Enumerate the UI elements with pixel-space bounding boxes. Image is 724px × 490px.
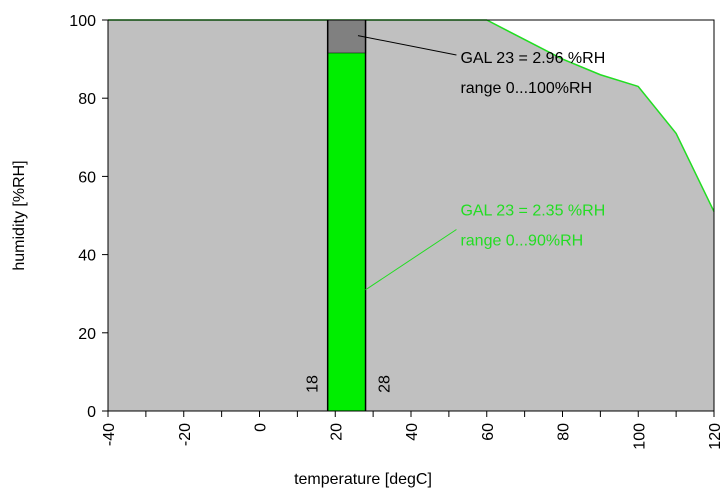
x-tick-label: -40 (101, 423, 118, 446)
annotation-text: range 0...100%RH (460, 80, 592, 97)
y-tick-label: 100 (69, 13, 96, 30)
y-tick-label: 80 (78, 91, 96, 108)
y-axis-label: humidity [%RH] (11, 160, 28, 270)
axes: 0 20 40 60 80 100 -40 -20 0 20 40 60 80 100 120 (69, 13, 724, 450)
annotation-text: range 0...90%RH (460, 233, 583, 250)
annotation-text: GAL 23 = 2.35 %RH (460, 203, 605, 220)
annotation-pointer (365, 229, 457, 291)
x-tick-label: 60 (480, 423, 497, 441)
plot-area: 18 28 (108, 19, 715, 412)
x-tick-label: 20 (328, 423, 345, 441)
humidity-area (108, 20, 714, 411)
y-tick-label: 0 (87, 404, 96, 421)
y-tick-label: 40 (78, 248, 96, 265)
bar-start-label: 18 (305, 375, 322, 393)
x-tick-label: 0 (253, 423, 270, 432)
y-tick-label: 60 (78, 169, 96, 186)
x-tick-label: 40 (404, 423, 421, 441)
bar-end-label: 28 (377, 375, 394, 393)
x-axis-label: temperature [degC] (294, 471, 432, 488)
bar-gray-segment (327, 19, 367, 54)
x-tick-label: -20 (177, 423, 194, 446)
annotation-pointer (357, 35, 457, 56)
x-tick-label: 80 (556, 423, 573, 441)
x-tick-label: 100 (631, 423, 648, 450)
y-tick-label: 20 (78, 326, 96, 343)
x-tick-label: 120 (707, 423, 724, 450)
bar-green-segment (327, 53, 366, 412)
annotation-text: GAL 23 = 2.96 %RH (460, 50, 605, 67)
annotations: GAL 23 = 2.96 %RH range 0...100%RH GAL 23 … (357, 35, 605, 291)
